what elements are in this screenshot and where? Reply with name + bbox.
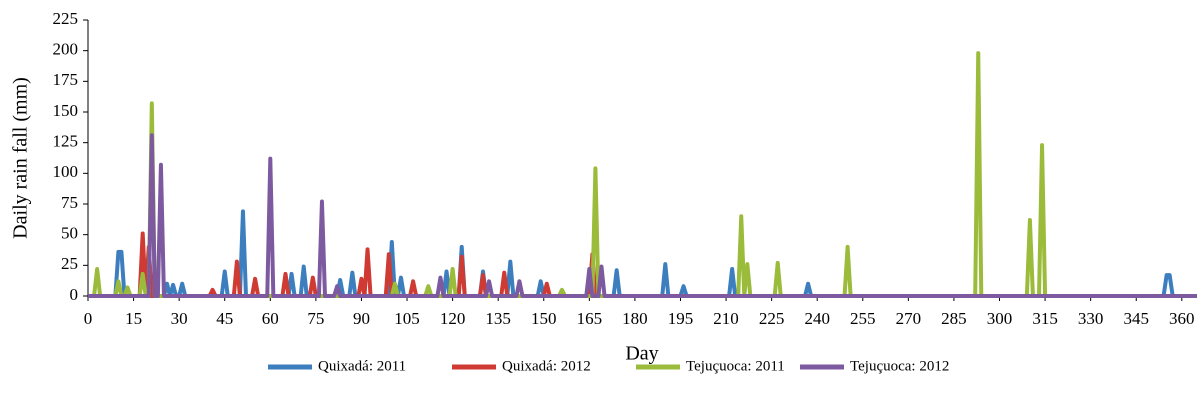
y-tick-label: 175 xyxy=(53,70,79,89)
x-tick-label: 30 xyxy=(171,309,188,328)
series-line xyxy=(88,51,1197,298)
x-tick-label: 120 xyxy=(440,309,466,328)
y-tick-label: 125 xyxy=(53,132,79,151)
series-line xyxy=(88,133,1197,298)
y-tick-label: 50 xyxy=(61,224,78,243)
x-tick-label: 255 xyxy=(850,309,876,328)
legend-label: Quixadá: 2012 xyxy=(502,358,591,374)
x-tick-label: 225 xyxy=(759,309,785,328)
x-tick-label: 135 xyxy=(485,309,511,328)
legend-label: Tejuçuoca: 2012 xyxy=(850,358,949,374)
y-axis-title: Daily rain fall (mm) xyxy=(10,77,32,239)
x-tick-label: 90 xyxy=(353,309,370,328)
x-tick-label: 150 xyxy=(531,309,557,328)
x-tick-label: 345 xyxy=(1123,309,1149,328)
x-tick-label: 60 xyxy=(262,309,279,328)
x-tick-label: 180 xyxy=(622,309,648,328)
series-line xyxy=(88,209,1197,298)
x-tick-label: 75 xyxy=(307,309,324,328)
x-tick-label: 270 xyxy=(896,309,922,328)
legend-label: Quixadá: 2011 xyxy=(318,358,406,374)
x-tick-label: 0 xyxy=(84,309,93,328)
y-tick-label: 0 xyxy=(70,285,79,304)
y-tick-label: 25 xyxy=(61,254,78,273)
x-tick-label: 330 xyxy=(1078,309,1104,328)
x-tick-label: 240 xyxy=(804,309,830,328)
x-tick-label: 210 xyxy=(713,309,739,328)
x-tick-label: 300 xyxy=(987,309,1013,328)
x-tick-label: 45 xyxy=(216,309,233,328)
x-axis-title: Day xyxy=(625,343,658,365)
y-tick-label: 75 xyxy=(61,193,78,212)
x-tick-label: 285 xyxy=(941,309,967,328)
x-tick-label: 15 xyxy=(125,309,142,328)
y-tick-label: 150 xyxy=(53,101,79,120)
legend-label: Tejuçuoca: 2011 xyxy=(686,358,785,374)
y-tick-label: 200 xyxy=(53,40,79,59)
y-tick-label: 225 xyxy=(53,9,79,28)
x-tick-label: 315 xyxy=(1032,309,1058,328)
x-tick-label: 105 xyxy=(394,309,420,328)
x-tick-label: 360 xyxy=(1169,309,1195,328)
x-tick-label: 195 xyxy=(668,309,694,328)
x-tick-label: 165 xyxy=(577,309,603,328)
y-tick-label: 100 xyxy=(53,162,79,181)
